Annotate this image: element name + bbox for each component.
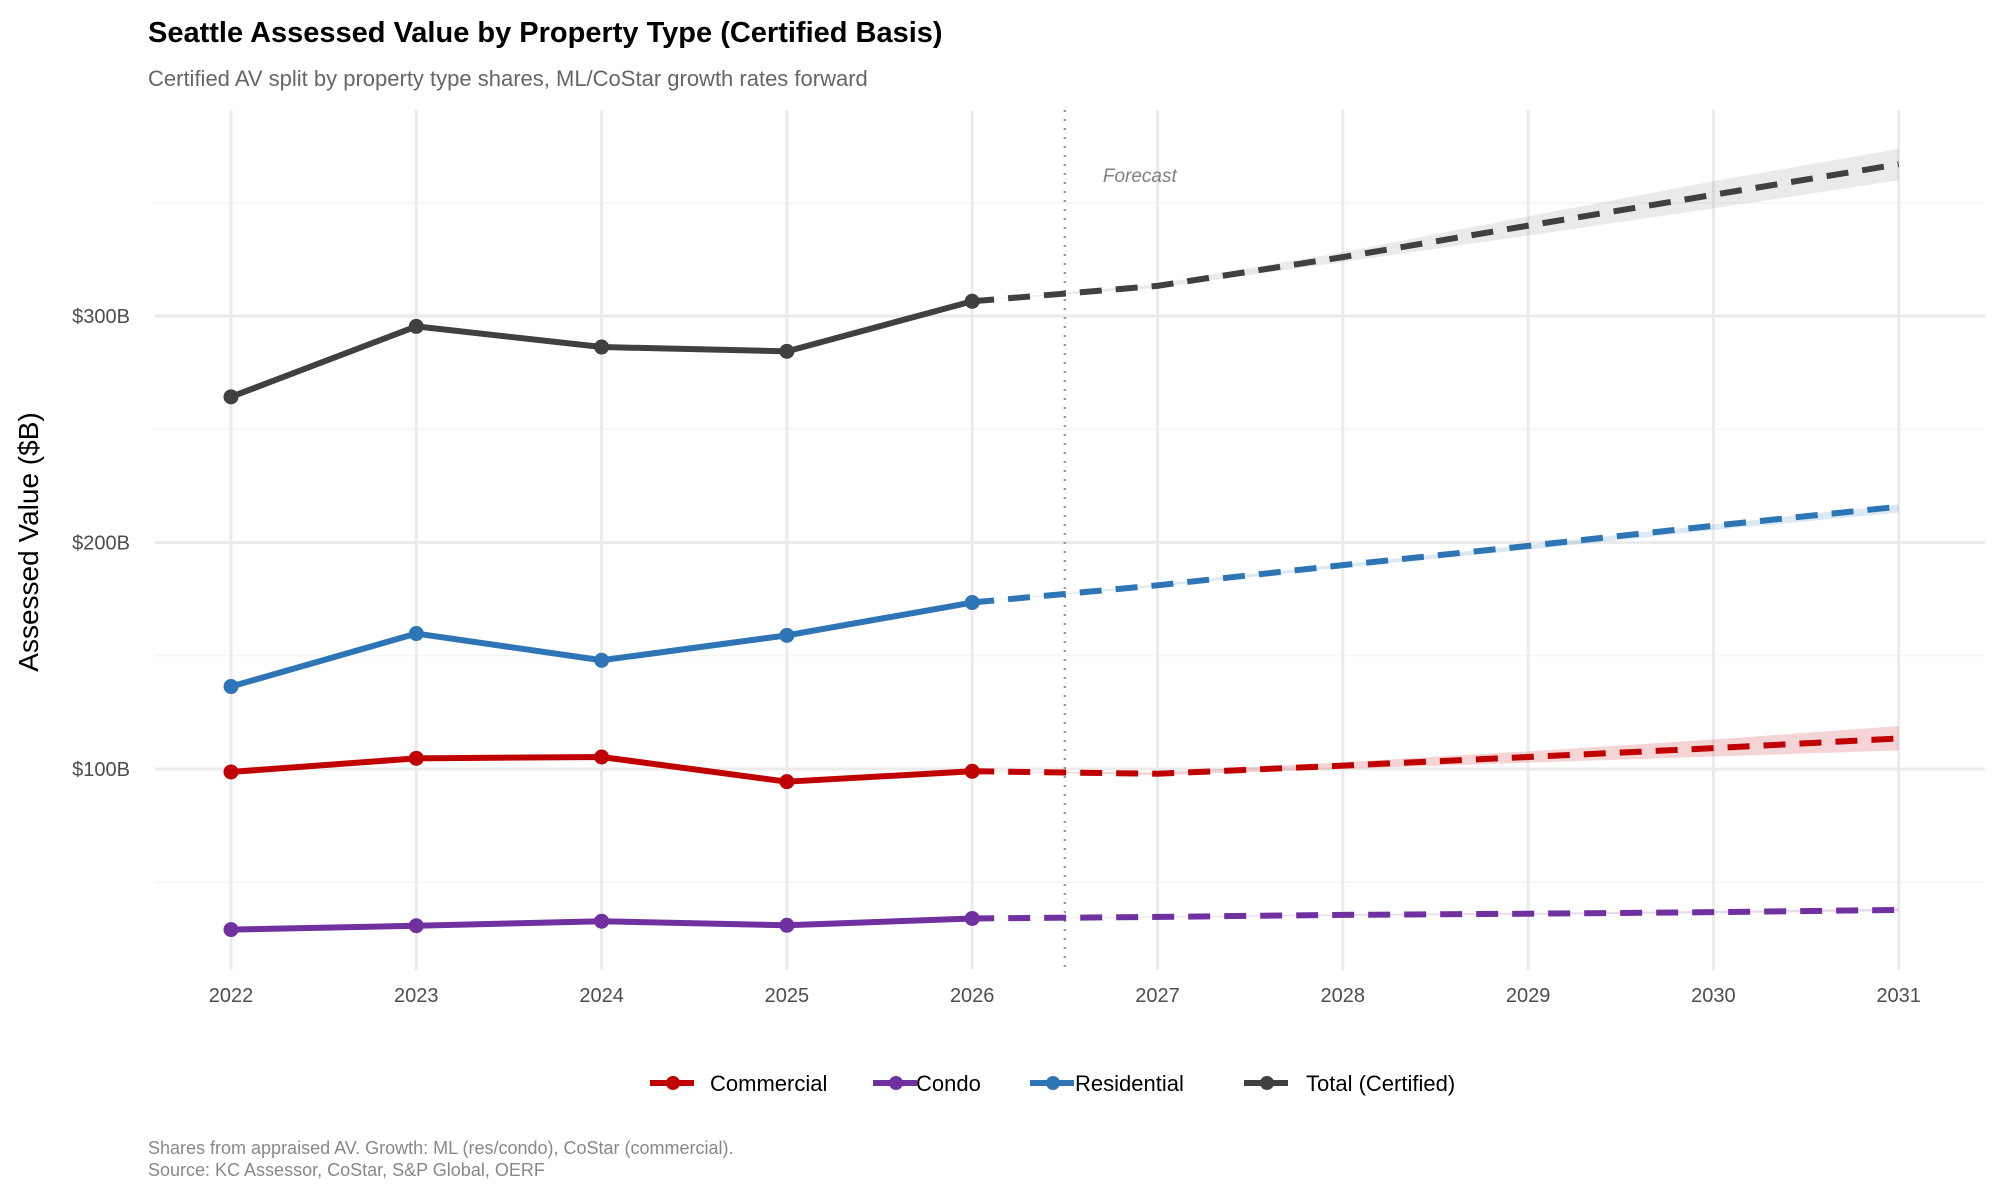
caption-line-1: Shares from appraised AV. Growth: ML (re… <box>148 1138 734 1158</box>
condo-point <box>223 922 239 938</box>
x-tick-label: 2025 <box>765 985 810 1007</box>
x-tick-label: 2030 <box>1691 985 1736 1007</box>
x-tick-label: 2027 <box>1135 985 1180 1007</box>
total-certified-point <box>223 389 239 405</box>
y-tick-label: $200B <box>72 533 130 555</box>
total-certified-point <box>964 293 980 309</box>
condo-forecast-band <box>972 908 1899 919</box>
total-certified-forecast-line <box>971 161 1900 305</box>
condo-point <box>408 918 424 934</box>
legend-key-point <box>666 1076 680 1090</box>
x-tick-label: 2031 <box>1876 985 1921 1007</box>
legend-key-point <box>889 1076 903 1090</box>
residential-point <box>408 626 424 642</box>
x-tick-label: 2023 <box>394 985 439 1007</box>
y-tick-label: $100B <box>72 759 130 781</box>
legend: Commercial Condo Residential Total (Certifi… <box>650 1071 1455 1096</box>
total-certified-point <box>408 318 424 334</box>
y-axis-title: Assessed Value ($B) <box>13 412 44 671</box>
legend-label: Residential <box>1075 1071 1184 1096</box>
residential-point <box>964 595 980 611</box>
condo-point <box>779 917 795 933</box>
y-axis-ticks: $100B $200B $300B <box>72 306 130 781</box>
commercial-point <box>964 763 980 779</box>
commercial-point <box>408 750 424 766</box>
x-tick-label: 2029 <box>1506 985 1551 1007</box>
legend-label: Commercial <box>710 1071 827 1096</box>
commercial-point <box>223 764 239 780</box>
legend-label: Total (Certified) <box>1306 1071 1455 1096</box>
series-lines <box>223 161 1900 938</box>
total-certified-point <box>594 339 610 355</box>
residential-forecast-line <box>971 503 1900 606</box>
x-tick-label: 2022 <box>209 985 254 1007</box>
caption-line-2: Source: KC Assessor, CoStar, S&P Global,… <box>148 1160 545 1180</box>
forecast-label: Forecast <box>1103 166 1178 187</box>
commercial-forecast-line <box>972 735 1899 777</box>
commercial-point <box>779 774 795 790</box>
legend-key-point <box>1046 1076 1060 1090</box>
x-tick-label: 2024 <box>579 985 624 1007</box>
y-tick-label: $300B <box>72 306 130 328</box>
legend-label: Condo <box>916 1071 981 1096</box>
residential-point <box>223 679 239 695</box>
commercial-point <box>594 749 610 765</box>
legend-key-point <box>1260 1076 1274 1090</box>
residential-point <box>779 627 795 643</box>
condo-point <box>964 910 980 926</box>
chart-title: Seattle Assessed Value by Property Type … <box>148 17 943 49</box>
x-tick-label: 2026 <box>950 985 995 1007</box>
condo-point <box>594 913 610 929</box>
x-tick-label: 2028 <box>1321 985 1366 1007</box>
gridlines <box>155 110 1985 970</box>
condo-forecast-line <box>972 906 1899 922</box>
residential-forecast-band <box>972 504 1899 603</box>
total-certified-point <box>779 343 795 359</box>
residential-point <box>594 652 610 668</box>
x-axis-ticks: 2022 2023 2024 2025 2026 2027 2028 2029 2030 2031 <box>209 985 1921 1007</box>
forecast-bands <box>972 148 1899 919</box>
chart-subtitle: Certified AV split by property type shar… <box>148 66 868 91</box>
